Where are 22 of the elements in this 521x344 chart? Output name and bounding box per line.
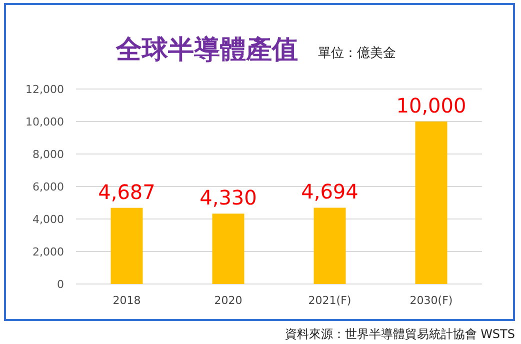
x-tick-label: 2020 [214, 294, 242, 307]
data-label: 4,330 [200, 186, 257, 210]
y-tick-label: 8,000 [32, 148, 64, 161]
data-label: 10,000 [396, 94, 466, 118]
y-tick-label: 6,000 [32, 180, 64, 194]
source-note: 資料來源：世界半導體貿易統計協會 WSTS [284, 327, 515, 341]
x-tick-label: 2021(F) [308, 294, 352, 307]
y-tick-label: 0 [57, 278, 64, 291]
x-tick-label: 2030(F) [410, 294, 453, 307]
bar [415, 122, 448, 284]
chart-subtitle: 單位：億美金 [318, 45, 396, 61]
bar [212, 214, 244, 284]
y-tick-label: 4,000 [32, 213, 64, 226]
data-label: 4,694 [301, 180, 358, 204]
bar [110, 208, 143, 284]
data-label: 4,687 [98, 180, 156, 204]
bar [314, 208, 346, 284]
chart-title: 全球半導體產值 [115, 35, 298, 65]
x-tick-label: 2018 [112, 294, 141, 307]
y-tick-label: 12,000 [26, 83, 64, 96]
y-tick-label: 2,000 [32, 246, 64, 258]
y-tick-label: 10,000 [26, 116, 64, 128]
